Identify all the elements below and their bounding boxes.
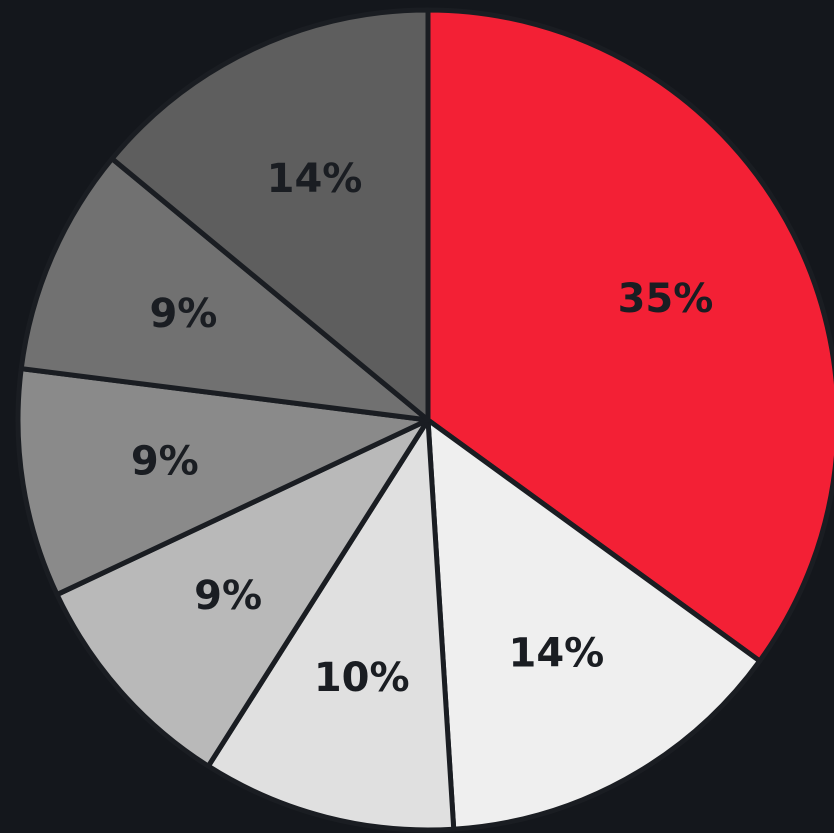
pie-slice-2 (425, 417, 763, 832)
pie-slice-label-3: 10% (314, 655, 410, 701)
pie-slice-5 (15, 366, 431, 598)
pie-slice-7 (109, 7, 431, 423)
pie-labels: 35% 14% 10% 9% 9% 9% 14% (131, 156, 714, 701)
pie-slice-label-5: 9% (131, 439, 199, 485)
pie-slice-3 (205, 417, 457, 833)
pie-slice-4 (54, 417, 431, 769)
pie-slices (15, 7, 834, 833)
pie-slice-label-7: 14% (267, 156, 363, 202)
pie-slice-label-4: 9% (194, 573, 262, 619)
pie-slice-6 (18, 156, 431, 423)
pie-slice-label-2: 14% (509, 631, 605, 677)
pie-slice-1 (425, 7, 834, 664)
pie-slice-label-1: 35% (618, 276, 714, 322)
pie-slice-label-6: 9% (149, 291, 217, 337)
